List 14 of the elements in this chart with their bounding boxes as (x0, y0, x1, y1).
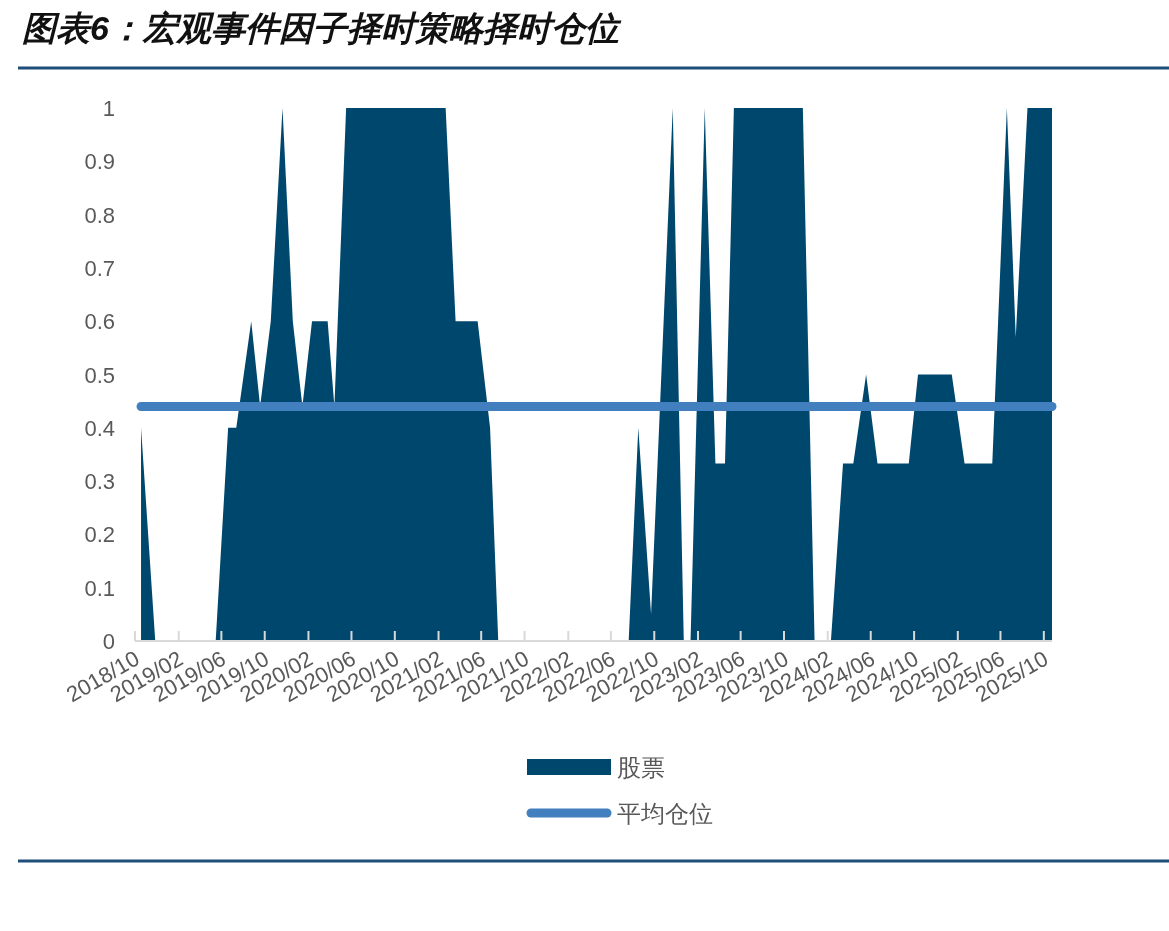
y-tick-label: 1 (102, 96, 115, 121)
y-tick-label: 0.6 (84, 309, 115, 335)
y-tick-label: 0.4 (84, 415, 115, 441)
y-tick-label: 0.9 (84, 149, 115, 175)
chart-title: 图表6：宏观事件因子择时策略择时仓位 (22, 9, 622, 47)
y-tick-label: 0.1 (84, 575, 115, 601)
y-tick-label: 0.3 (84, 469, 115, 495)
y-tick-label: 0.7 (84, 255, 115, 281)
y-tick-label: 0.8 (84, 202, 115, 228)
legend-label: 平均仓位 (617, 800, 713, 827)
y-tick-label: 0.5 (84, 362, 115, 388)
y-tick-label: 0 (102, 629, 115, 654)
y-tick-label: 0.2 (84, 522, 115, 548)
legend-label: 股票 (617, 754, 665, 781)
